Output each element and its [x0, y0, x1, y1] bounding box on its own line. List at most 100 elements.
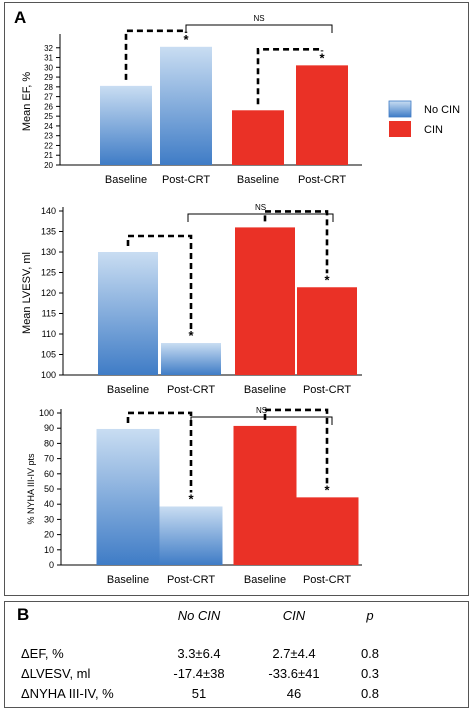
legend-label-cin: CIN	[424, 124, 443, 136]
y-tick-label: 30	[44, 514, 54, 524]
significance-bracket	[126, 411, 193, 493]
y-tick-label: 70	[44, 454, 54, 464]
panel-b: B No CIN CIN p ΔEF, % 3.3±6.4 2.7±4.4 0.…	[4, 601, 469, 708]
y-tick-label: 110	[42, 329, 56, 339]
y-axis-label: Mean LVESV, ml	[21, 252, 33, 334]
x-tick-label: Post-CRT	[167, 384, 215, 396]
x-tick-label: Post-CRT	[303, 384, 351, 396]
ns-label: NS	[255, 203, 266, 212]
panel-a: A	[4, 2, 469, 596]
cell-dlvesv-no-cin: -17.4±38	[173, 666, 225, 681]
y-tick-label: 27	[44, 93, 53, 102]
y-tick-label: 22	[44, 141, 53, 150]
y-tick-label: 105	[41, 350, 56, 360]
cell-def-no-cin: 3.3±6.4	[177, 646, 221, 661]
bar	[297, 287, 357, 375]
legend-swatch-cin	[389, 121, 411, 137]
y-tick-label: 21	[44, 151, 53, 160]
cell-dnyha-no-cin: 51	[191, 686, 207, 701]
cell-dnyha-p: 0.8	[360, 686, 380, 701]
x-tick-label: Post-CRT	[162, 174, 210, 186]
row-label-dnyha: ΔNYHA III-IV, %	[21, 686, 114, 701]
significance-star: *	[324, 272, 330, 287]
bar	[161, 343, 221, 375]
x-tick-label: Post-CRT	[298, 174, 346, 186]
ns-bracket	[185, 24, 333, 33]
chart-2: 100 105 110 115 120 125 130 135 140 Mean LVESV, m…	[21, 203, 362, 396]
y-tick-label: 50	[44, 484, 54, 494]
bar	[233, 425, 297, 565]
row-label-dlvesv: ΔLVESV, ml	[21, 666, 91, 681]
cell-dlvesv-cin: -33.6±41	[268, 666, 320, 681]
charts-canvas: No CIN CIN 20212223242526272829303132Mea…	[21, 14, 460, 586]
y-tick-label: 140	[41, 206, 56, 216]
y-tick-label: 90	[44, 423, 54, 433]
legend-label-no-cin: No CIN	[424, 104, 460, 116]
ns-bracket	[187, 213, 334, 222]
y-tick-label: 0	[49, 560, 54, 570]
significance-star: *	[188, 328, 194, 343]
bar	[295, 497, 359, 565]
y-tick-label: 26	[44, 102, 53, 111]
y-tick-label: 100	[39, 408, 54, 418]
x-tick-label: Baseline	[237, 174, 279, 186]
bar	[160, 46, 212, 165]
ns-label: NS	[256, 406, 267, 415]
cell-def-p: 0.8	[360, 646, 380, 661]
bar	[296, 65, 348, 165]
cell-dlvesv-p: 0.3	[360, 666, 380, 681]
significance-star: *	[319, 50, 325, 65]
significance-bracket	[126, 234, 193, 330]
legend-swatch-no-cin	[388, 100, 412, 118]
y-tick-label: 24	[44, 122, 53, 131]
x-tick-label: Baseline	[107, 574, 149, 586]
significance-star: *	[188, 491, 194, 506]
x-tick-label: Post-CRT	[303, 574, 351, 586]
y-tick-label: 25	[44, 112, 53, 121]
bar	[100, 85, 152, 165]
bar	[235, 227, 295, 375]
y-tick-label: 130	[41, 247, 56, 257]
y-tick-label: 20	[44, 530, 54, 540]
header-p: p	[366, 608, 374, 623]
y-tick-label: 20	[44, 161, 53, 170]
header-cin: CIN	[282, 608, 306, 623]
bar	[96, 428, 160, 565]
y-tick-label: 100	[41, 370, 56, 380]
y-tick-label: 23	[44, 132, 53, 141]
y-tick-label: 32	[44, 44, 53, 53]
ns-label: NS	[253, 14, 264, 23]
legend: No CIN CIN	[388, 100, 460, 137]
significance-bracket	[263, 408, 329, 484]
x-tick-label: Baseline	[244, 384, 286, 396]
y-tick-label: 10	[44, 545, 54, 555]
x-tick-label: Baseline	[105, 174, 147, 186]
row-label-def: ΔEF, %	[21, 646, 64, 661]
y-tick-label: 135	[41, 227, 56, 237]
significance-star: *	[183, 32, 189, 47]
y-tick-label: 30	[44, 63, 53, 72]
y-tick-label: 29	[44, 73, 53, 82]
y-axis-label: Mean EF, %	[21, 72, 33, 132]
panel-a-label: A	[14, 8, 27, 27]
cell-dnyha-cin: 46	[286, 686, 302, 701]
chart-3: 0 10 20 30 40 50 60 70 80 90 100 % NYHA III-IV pts B…	[26, 406, 362, 586]
y-tick-label: 120	[41, 288, 56, 298]
bar	[98, 252, 158, 375]
y-tick-label: 28	[44, 83, 53, 92]
y-axis-label: % NYHA III-IV pts	[26, 453, 36, 525]
header-no-cin: No CIN	[177, 608, 221, 623]
significance-star: *	[324, 482, 330, 497]
y-tick-label: 80	[44, 438, 54, 448]
x-tick-label: Baseline	[107, 384, 149, 396]
y-tick-label: 125	[41, 268, 56, 278]
ns-bracket	[190, 416, 333, 425]
x-tick-label: Post-CRT	[167, 574, 215, 586]
y-tick-label: 115	[42, 309, 56, 319]
bar	[159, 506, 223, 565]
x-tick-label: Baseline	[244, 574, 286, 586]
y-tick-label: 31	[44, 54, 53, 63]
panel-b-label: B	[17, 605, 30, 624]
y-tick-label: 40	[44, 499, 54, 509]
